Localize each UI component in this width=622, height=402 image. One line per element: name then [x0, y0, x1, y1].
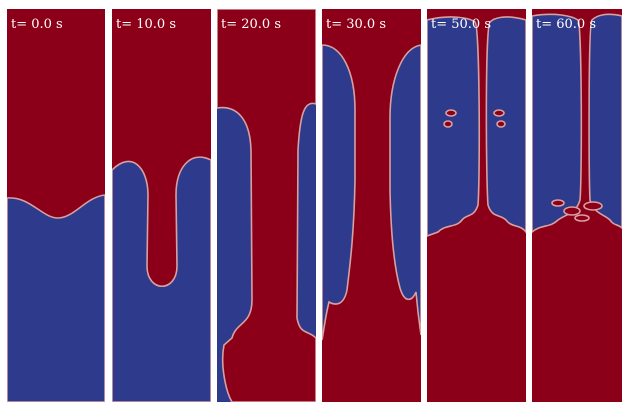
- panel-t30: [322, 9, 421, 402]
- light-fluid-region: [532, 13, 583, 234]
- light-fluid-region: [112, 156, 211, 402]
- droplet: [445, 109, 457, 117]
- panel-t20: [217, 9, 316, 402]
- heavy-fluid-spike: [217, 9, 316, 402]
- panel-t0: [7, 9, 105, 402]
- panel-label: t= 10.0 s: [116, 17, 176, 32]
- panel-label: t= 30.0 s: [326, 17, 386, 32]
- droplet: [443, 120, 453, 128]
- droplet: [551, 199, 565, 207]
- panel-label: t= 50.0 s: [431, 17, 491, 32]
- panel-label: t= 0.0 s: [11, 17, 63, 32]
- droplet: [563, 206, 581, 216]
- panel-label: t= 20.0 s: [221, 17, 281, 32]
- panel-t50: [427, 9, 526, 402]
- panel-t60: [532, 9, 622, 402]
- light-bubble-right: [389, 44, 421, 336]
- panel-t10: [112, 9, 211, 402]
- light-bubble-left: [322, 44, 356, 341]
- light-fluid-region: [427, 16, 481, 237]
- droplet: [583, 201, 603, 211]
- light-fluid-region: [485, 16, 526, 234]
- droplet: [496, 120, 506, 128]
- light-fluid-region: [7, 194, 105, 402]
- droplet: [574, 214, 590, 222]
- panel-label: t= 60.0 s: [536, 17, 596, 32]
- light-fluid-region: [588, 13, 622, 230]
- droplet: [493, 109, 505, 117]
